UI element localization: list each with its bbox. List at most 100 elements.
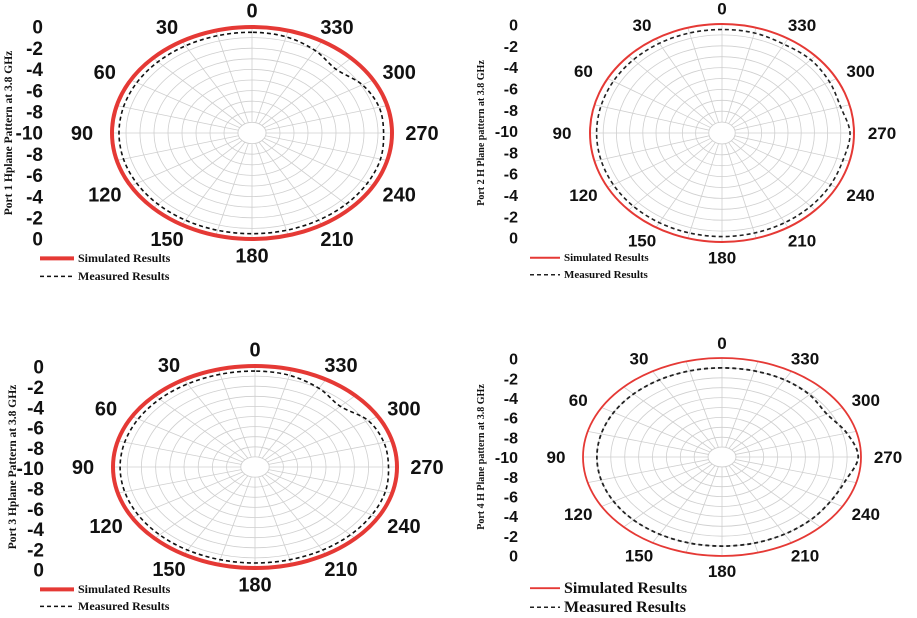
- r-tick-label: -4: [27, 520, 44, 541]
- angle-label: 240: [383, 184, 416, 206]
- r-tick-label: 0: [509, 231, 518, 248]
- r-tick-label: -6: [27, 419, 44, 440]
- grid-spoke: [655, 38, 716, 124]
- series-simulated: [110, 25, 394, 241]
- r-tick-label: 0: [32, 18, 43, 39]
- grid-spoke: [685, 361, 719, 448]
- angle-label: 180: [235, 246, 268, 268]
- grid-spoke: [725, 27, 757, 123]
- r-tick-label: -6: [26, 81, 43, 102]
- legend: Simulated Results Measured Results: [530, 580, 687, 616]
- angle-label: 90: [547, 448, 566, 467]
- grid-spoke: [734, 135, 850, 162]
- r-tick-label: -8: [504, 145, 518, 162]
- polar-grid: [583, 358, 861, 556]
- angle-label: 90: [71, 123, 93, 145]
- grid-spoke: [261, 475, 327, 555]
- r-tick-label: -4: [504, 60, 518, 77]
- r-tick-label: -6: [504, 490, 518, 507]
- angle-label: 240: [846, 186, 874, 205]
- angle-label: 90: [553, 124, 572, 143]
- grid-spoke: [130, 137, 241, 187]
- angle-label: 60: [94, 62, 116, 84]
- grid-spoke: [263, 79, 374, 129]
- grid-spoke: [181, 40, 246, 125]
- grid-spoke: [587, 459, 709, 484]
- r-tick-label: -2: [504, 209, 518, 226]
- grid-spoke: [652, 371, 716, 449]
- grid-spoke: [154, 473, 246, 539]
- angle-label: 210: [320, 229, 353, 251]
- angle-label: 0: [717, 0, 726, 19]
- y-axis-label: Port 2 H Plane pattern at 3.8 GHz: [476, 60, 487, 206]
- r-tick-label: -8: [26, 145, 43, 166]
- grid-spoke: [731, 463, 821, 528]
- grid-spoke: [265, 135, 388, 161]
- angle-label: 300: [852, 391, 880, 410]
- grid-spoke: [261, 379, 327, 459]
- grid-spoke: [130, 79, 241, 129]
- r-tick-label: -2: [504, 529, 518, 546]
- grid-spoke: [733, 407, 843, 453]
- grid-spoke: [655, 142, 716, 228]
- r-tick-label: -8: [504, 430, 518, 447]
- grid-spoke: [735, 459, 857, 484]
- r-tick-label: -2: [27, 378, 44, 399]
- angle-label: 0: [246, 1, 257, 23]
- angle-label: 210: [791, 547, 819, 566]
- r-tick-label: -4: [26, 60, 43, 81]
- r-tick-label: 0: [33, 561, 44, 582]
- series-simulated: [111, 364, 399, 570]
- grid-spoke: [263, 137, 374, 187]
- angle-label: 240: [852, 505, 880, 524]
- angle-label: 180: [708, 248, 736, 267]
- grid-spoke: [607, 138, 711, 188]
- r-tick-label: -8: [504, 470, 518, 487]
- grid-spoke: [261, 140, 352, 209]
- r-tick-label: -2: [504, 39, 518, 56]
- grid-spoke: [267, 416, 379, 463]
- grid-spoke: [268, 469, 393, 494]
- r-tick-label: -8: [504, 103, 518, 120]
- grid-spoke: [623, 386, 713, 451]
- legend-label-measured: Measured Results: [78, 269, 170, 283]
- grid-spoke: [183, 475, 249, 555]
- series-measured: [595, 366, 860, 548]
- grid-spoke: [733, 461, 843, 507]
- r-tick-label: -6: [504, 411, 518, 428]
- polar-grid: [112, 27, 392, 239]
- angle-label: 30: [630, 349, 649, 368]
- grid-spoke: [258, 369, 293, 458]
- grid-spoke: [652, 465, 716, 543]
- angle-label: 270: [410, 457, 443, 479]
- r-tick-label: -2: [27, 540, 44, 561]
- angle-label: 270: [874, 448, 902, 467]
- angle-label: 300: [383, 62, 416, 84]
- grid-spoke: [728, 38, 789, 124]
- grid-spoke: [725, 361, 759, 448]
- r-tick-label: 0: [33, 358, 44, 379]
- angle-label: 60: [95, 398, 117, 420]
- grid-spoke: [728, 465, 792, 543]
- grid-spoke: [587, 430, 709, 455]
- angle-label: 300: [387, 398, 420, 420]
- r-tick-label: -4: [27, 398, 44, 419]
- angle-label: 330: [324, 355, 357, 377]
- grid-spoke: [728, 142, 789, 228]
- polar-chart-3: 0-2-4-6-8-10-8-6-4-200306090120150180210…: [7, 340, 444, 614]
- grid-spoke: [215, 30, 249, 123]
- angle-label: 240: [387, 516, 420, 538]
- angle-label: 330: [320, 17, 353, 39]
- grid-spoke: [735, 430, 857, 455]
- y-axis-label: Port 3 Hplane Pattern at 3.8 GHz: [7, 385, 19, 549]
- grid-spoke: [628, 55, 713, 126]
- r-tick-label: -8: [27, 479, 44, 500]
- series-measured: [119, 370, 390, 564]
- angle-label: 270: [405, 123, 438, 145]
- r-tick-label: -10: [16, 124, 43, 145]
- grid-spoke: [154, 395, 246, 461]
- legend-label-simulated: Simulated Results: [564, 252, 649, 264]
- grid-spoke: [601, 407, 711, 453]
- grid-spoke: [152, 57, 243, 126]
